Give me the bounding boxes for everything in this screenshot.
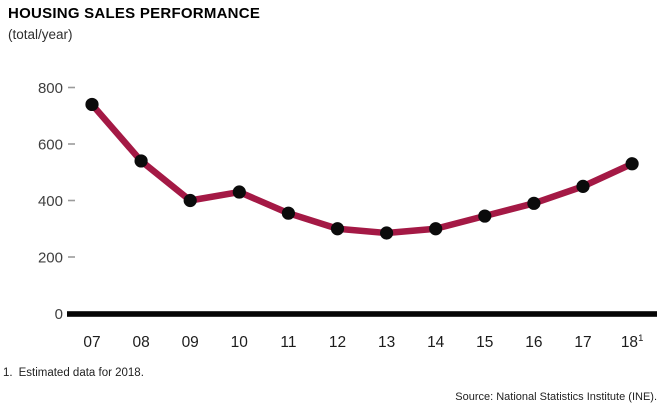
chart-title: HOUSING SALES PERFORMANCE [8, 5, 261, 22]
x-axis-line [67, 311, 657, 317]
data-point-18 [625, 157, 639, 171]
x-axis-label: 08 [132, 334, 149, 351]
data-point-15 [478, 209, 492, 223]
x-axis-label: 09 [182, 334, 199, 351]
y-axis-tick-label: 800 [38, 80, 63, 97]
y-axis-tick-label: 400 [38, 193, 63, 210]
data-point-16 [527, 196, 541, 210]
x-axis-label: 181 [621, 333, 644, 351]
y-axis-tick-label: 200 [38, 250, 63, 267]
y-axis-tick-label: 600 [38, 137, 63, 154]
x-axis-label-superscript: 1 [638, 333, 643, 344]
x-axis-label: 13 [378, 334, 395, 351]
data-point-14 [429, 222, 443, 236]
x-axis-label: 16 [525, 334, 542, 351]
footnote: 1. Estimated data for 2018. [3, 367, 144, 379]
data-point-10 [232, 185, 246, 199]
x-axis-label: 07 [83, 334, 100, 351]
x-axis-label: 10 [231, 334, 249, 351]
y-axis-tick-label: 0 [55, 306, 63, 323]
data-point-07 [85, 97, 99, 112]
footnote-text: Estimated data for 2018. [18, 367, 144, 379]
data-point-11 [281, 206, 295, 220]
x-axis-label: 17 [574, 334, 591, 351]
series-line [88, 101, 636, 237]
source-attribution: Source: National Statistics Institute (I… [455, 391, 657, 403]
data-point-08 [134, 154, 148, 168]
x-axis-label: 14 [427, 334, 445, 351]
data-point-17 [576, 179, 590, 193]
data-point-12 [330, 222, 345, 236]
data-point-13 [380, 226, 394, 240]
chart-subtitle: (total/year) [8, 27, 73, 42]
data-point-09 [183, 193, 197, 208]
x-axis-label: 11 [280, 334, 296, 351]
x-axis-label: 15 [476, 334, 493, 351]
x-axis-label: 12 [329, 334, 346, 351]
footnote-marker: 1. [3, 367, 13, 379]
